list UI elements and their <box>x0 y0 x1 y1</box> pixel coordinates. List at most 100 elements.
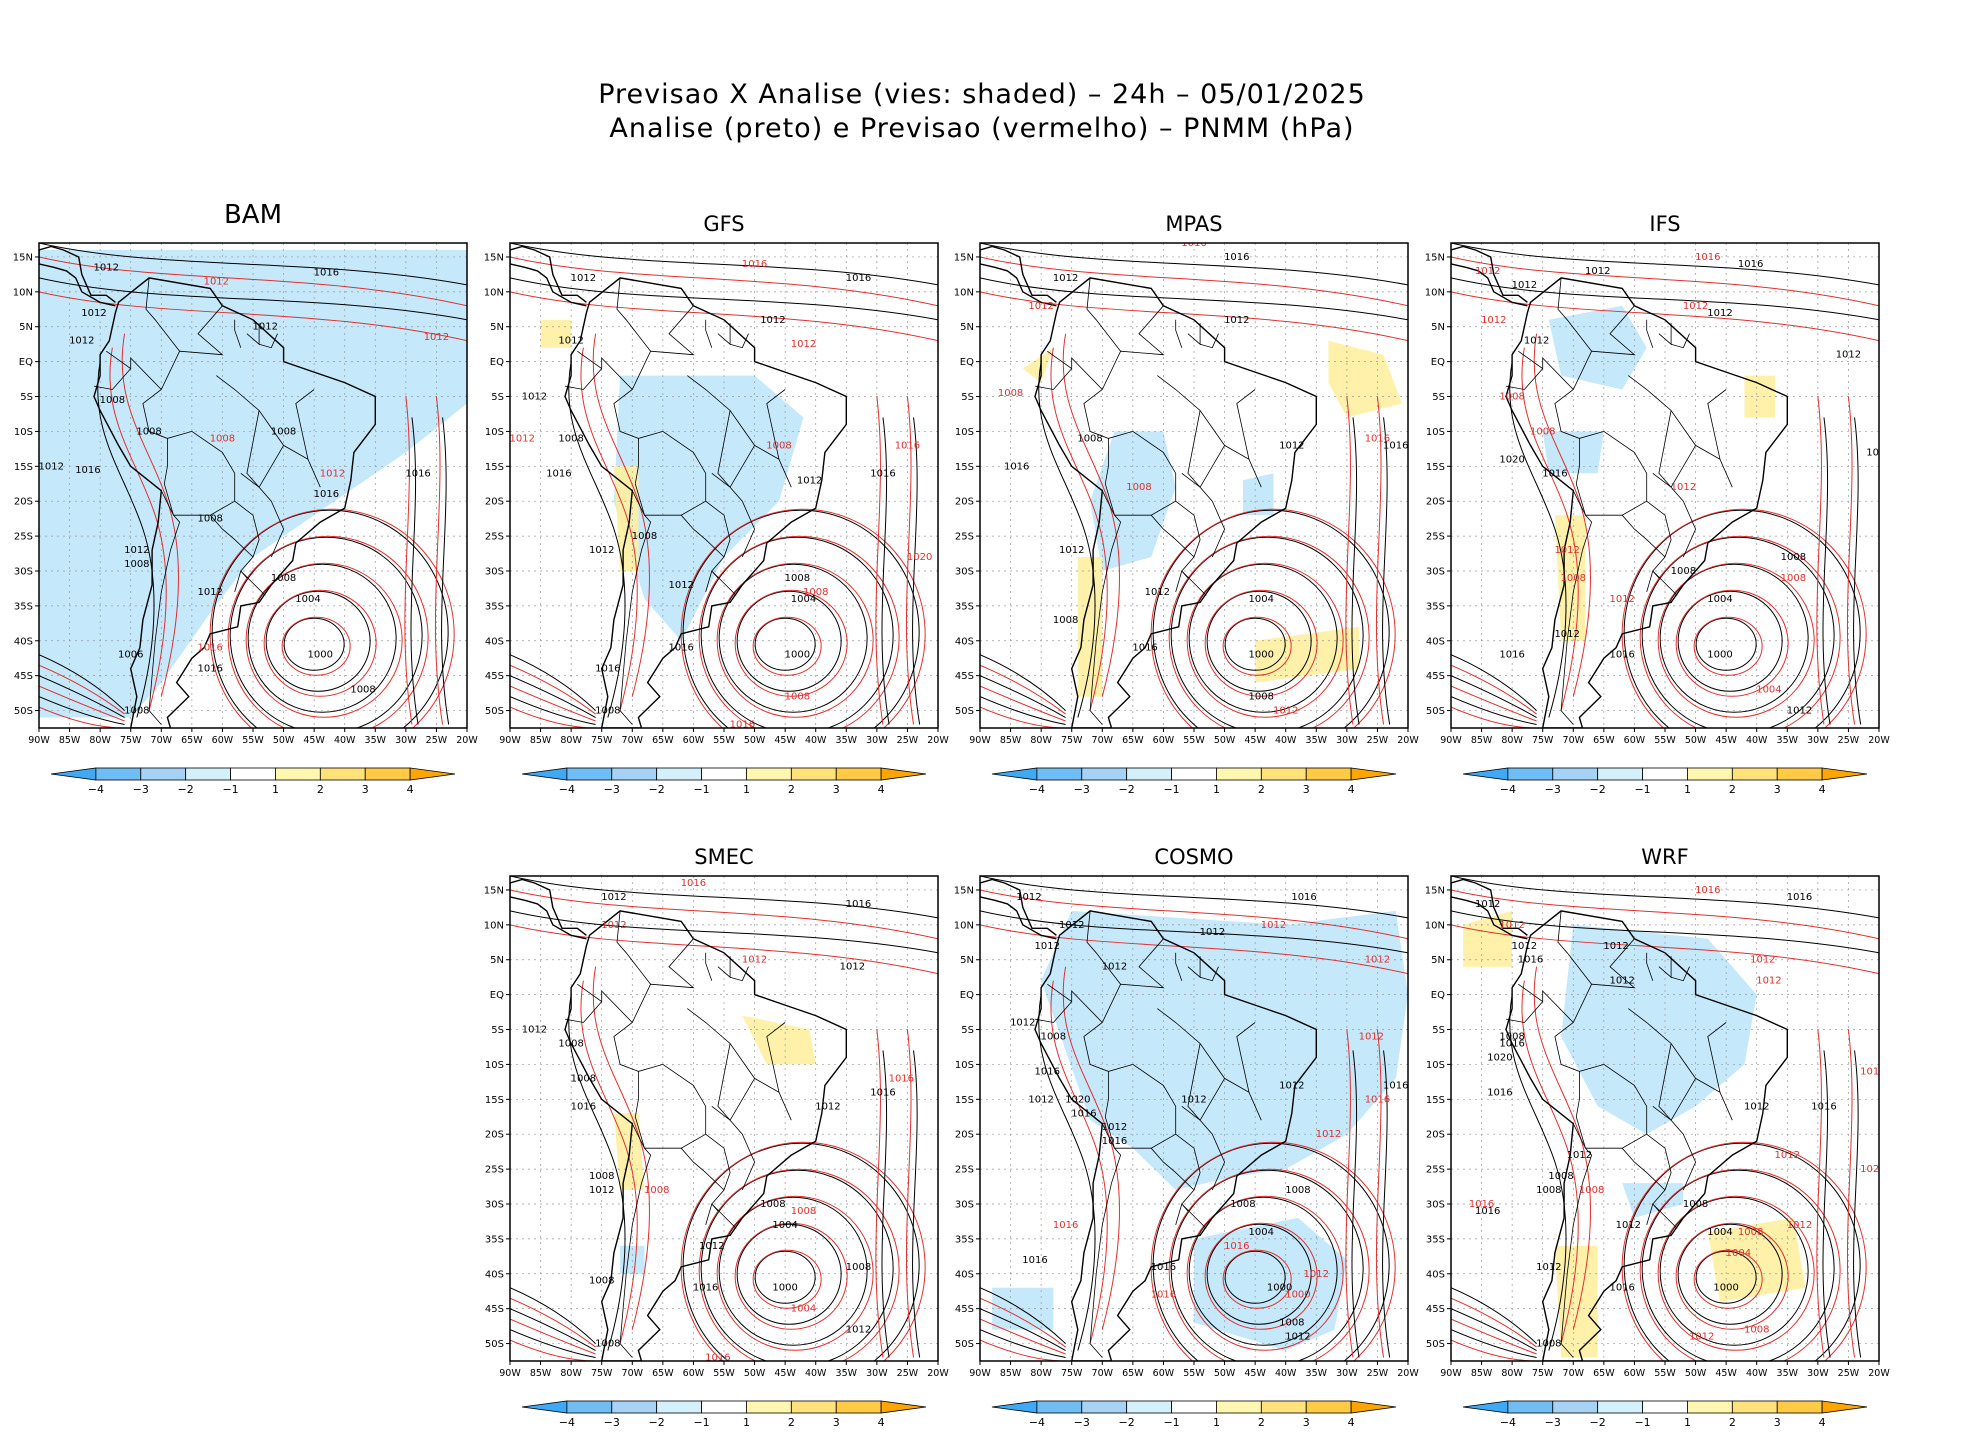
pacific-contour <box>1451 664 1537 715</box>
lon-label: 85W <box>1000 1368 1022 1379</box>
colorbar-segment <box>521 767 568 781</box>
forecast-contour <box>1657 1195 1815 1351</box>
country-border <box>1083 305 1207 596</box>
analysis-contour <box>229 536 423 728</box>
country-border <box>1621 514 1666 558</box>
lon-label: 40W <box>1746 1368 1768 1379</box>
analysis-isobar-label: 1016 <box>1787 892 1812 903</box>
coastline-south-america <box>564 910 847 1361</box>
lon-label: 80W <box>560 1368 582 1379</box>
country-border <box>1175 319 1183 348</box>
coastline-south-america <box>1034 910 1317 1361</box>
country-border <box>687 375 792 488</box>
colorbar-label: −1 <box>1634 783 1650 796</box>
forecast-isobar-label: 1016 <box>1469 1199 1494 1210</box>
lat-label: EQ <box>19 357 33 368</box>
forecast-contour <box>281 616 351 676</box>
analysis-isobar-label: 1008 <box>846 1262 871 1273</box>
pacific-contour <box>510 1287 596 1344</box>
analysis-isobar-label: 1008 <box>1230 1199 1255 1210</box>
lat-label: 15N <box>484 885 504 896</box>
lon-label: 40W <box>1746 735 1768 746</box>
analysis-isobar-label: 1020 <box>1487 1052 1512 1063</box>
lon-label: 20W <box>1397 1368 1419 1379</box>
country-border <box>1646 1203 1660 1226</box>
colorbar-segment <box>319 767 366 781</box>
lon-label: 35W <box>1306 1368 1328 1379</box>
analysis-isobar-label: 1012 <box>815 1101 840 1112</box>
lat-label: 20S <box>1426 1130 1445 1141</box>
forecast-isobar-label: 1008 <box>1530 426 1555 437</box>
forecast-isobar-label: 1020 <box>907 552 932 563</box>
negative-bias-region <box>1542 431 1604 474</box>
andes-contour <box>1533 333 1591 697</box>
analysis-isobar-label: 1012 <box>558 336 583 347</box>
country-border <box>1505 1001 1544 1023</box>
analysis-isobar-label: 1012 <box>1145 587 1170 598</box>
country-border <box>1658 410 1697 558</box>
analysis-isobar-label: 1016 <box>870 468 895 479</box>
lon-label: 85W <box>1000 735 1022 746</box>
analysis-contour <box>283 617 345 671</box>
country-border <box>1104 1071 1176 1149</box>
analysis-contour <box>1677 1223 1783 1325</box>
analysis-isobar-label: 1016 <box>870 1087 895 1098</box>
forecast-isobar-label: 1012 <box>1304 1269 1329 1280</box>
colorbar-label: −2 <box>1119 783 1135 796</box>
country-border <box>687 1008 792 1121</box>
andes-contour <box>1521 347 1579 711</box>
pacific-contour <box>980 654 1066 711</box>
forecast-contour <box>510 924 938 975</box>
colorbar-label: −1 <box>1163 1416 1179 1429</box>
title-line-1: Previsao X Analise (vies: shaded) – 24h … <box>598 79 1366 110</box>
forecast-isobar-label: 1016 <box>1151 1290 1176 1301</box>
analysis-contour <box>1623 509 1861 728</box>
analysis-isobar-label: 1016 <box>546 468 571 479</box>
colorbar-label: 3 <box>362 783 369 796</box>
lon-label: 85W <box>1471 735 1493 746</box>
coastline-south-america <box>1034 277 1317 728</box>
lon-label: 80W <box>1030 1368 1052 1379</box>
country-border <box>619 490 652 725</box>
lat-label: EQ <box>960 990 974 1001</box>
analysis-isobar-label: 1016 <box>314 489 339 500</box>
colorbar: −4 −3 −2 −1 1 2 3 4 <box>521 1400 927 1429</box>
analysis-contour <box>718 1196 868 1346</box>
colorbar-segment <box>835 1400 882 1414</box>
lon-label: 50W <box>744 735 766 746</box>
lat-label: EQ <box>490 990 504 1001</box>
lat-label: 10N <box>954 920 974 931</box>
lon-label: 85W <box>530 735 552 746</box>
lon-label: 70W <box>1092 735 1114 746</box>
colorbar-segment <box>230 767 276 781</box>
andes-contour <box>1050 347 1108 711</box>
lon-label: 50W <box>744 1368 766 1379</box>
lat-label: 25S <box>485 532 504 543</box>
lat-label: 5N <box>1431 322 1445 333</box>
analysis-contour <box>1224 617 1286 671</box>
country-border <box>1083 938 1207 1229</box>
pacific-contour <box>980 664 1066 715</box>
forecast-contour <box>1222 1249 1292 1309</box>
coastline-south-america <box>1505 910 1788 1361</box>
lon-label: 85W <box>1471 1368 1493 1379</box>
colorbar-label: 2 <box>788 783 795 796</box>
andes-contour <box>1533 966 1591 1330</box>
lon-label: 90W <box>499 1368 521 1379</box>
lon-label: 75W <box>1061 735 1083 746</box>
analysis-isobar-label: 1012 <box>1585 266 1610 277</box>
lat-label: 15S <box>955 462 974 473</box>
panel-wrf: 1012101610121016101210121008101610201016… <box>1425 845 1891 1429</box>
forecast-contour <box>1675 1222 1789 1330</box>
country-border <box>93 368 132 390</box>
lon-label: 75W <box>1532 735 1554 746</box>
lat-label: 50S <box>1426 706 1445 717</box>
analysis-isobar-label: 1016 <box>1487 1087 1512 1098</box>
pacific-contour <box>510 1308 596 1351</box>
pacific-contour <box>510 1318 596 1355</box>
positive-bias-region <box>540 319 572 348</box>
analysis-isobar-label: 1012 <box>1787 706 1812 717</box>
lon-label: 80W <box>1030 735 1052 746</box>
country-border <box>1089 490 1122 725</box>
lon-label: 65W <box>652 735 674 746</box>
